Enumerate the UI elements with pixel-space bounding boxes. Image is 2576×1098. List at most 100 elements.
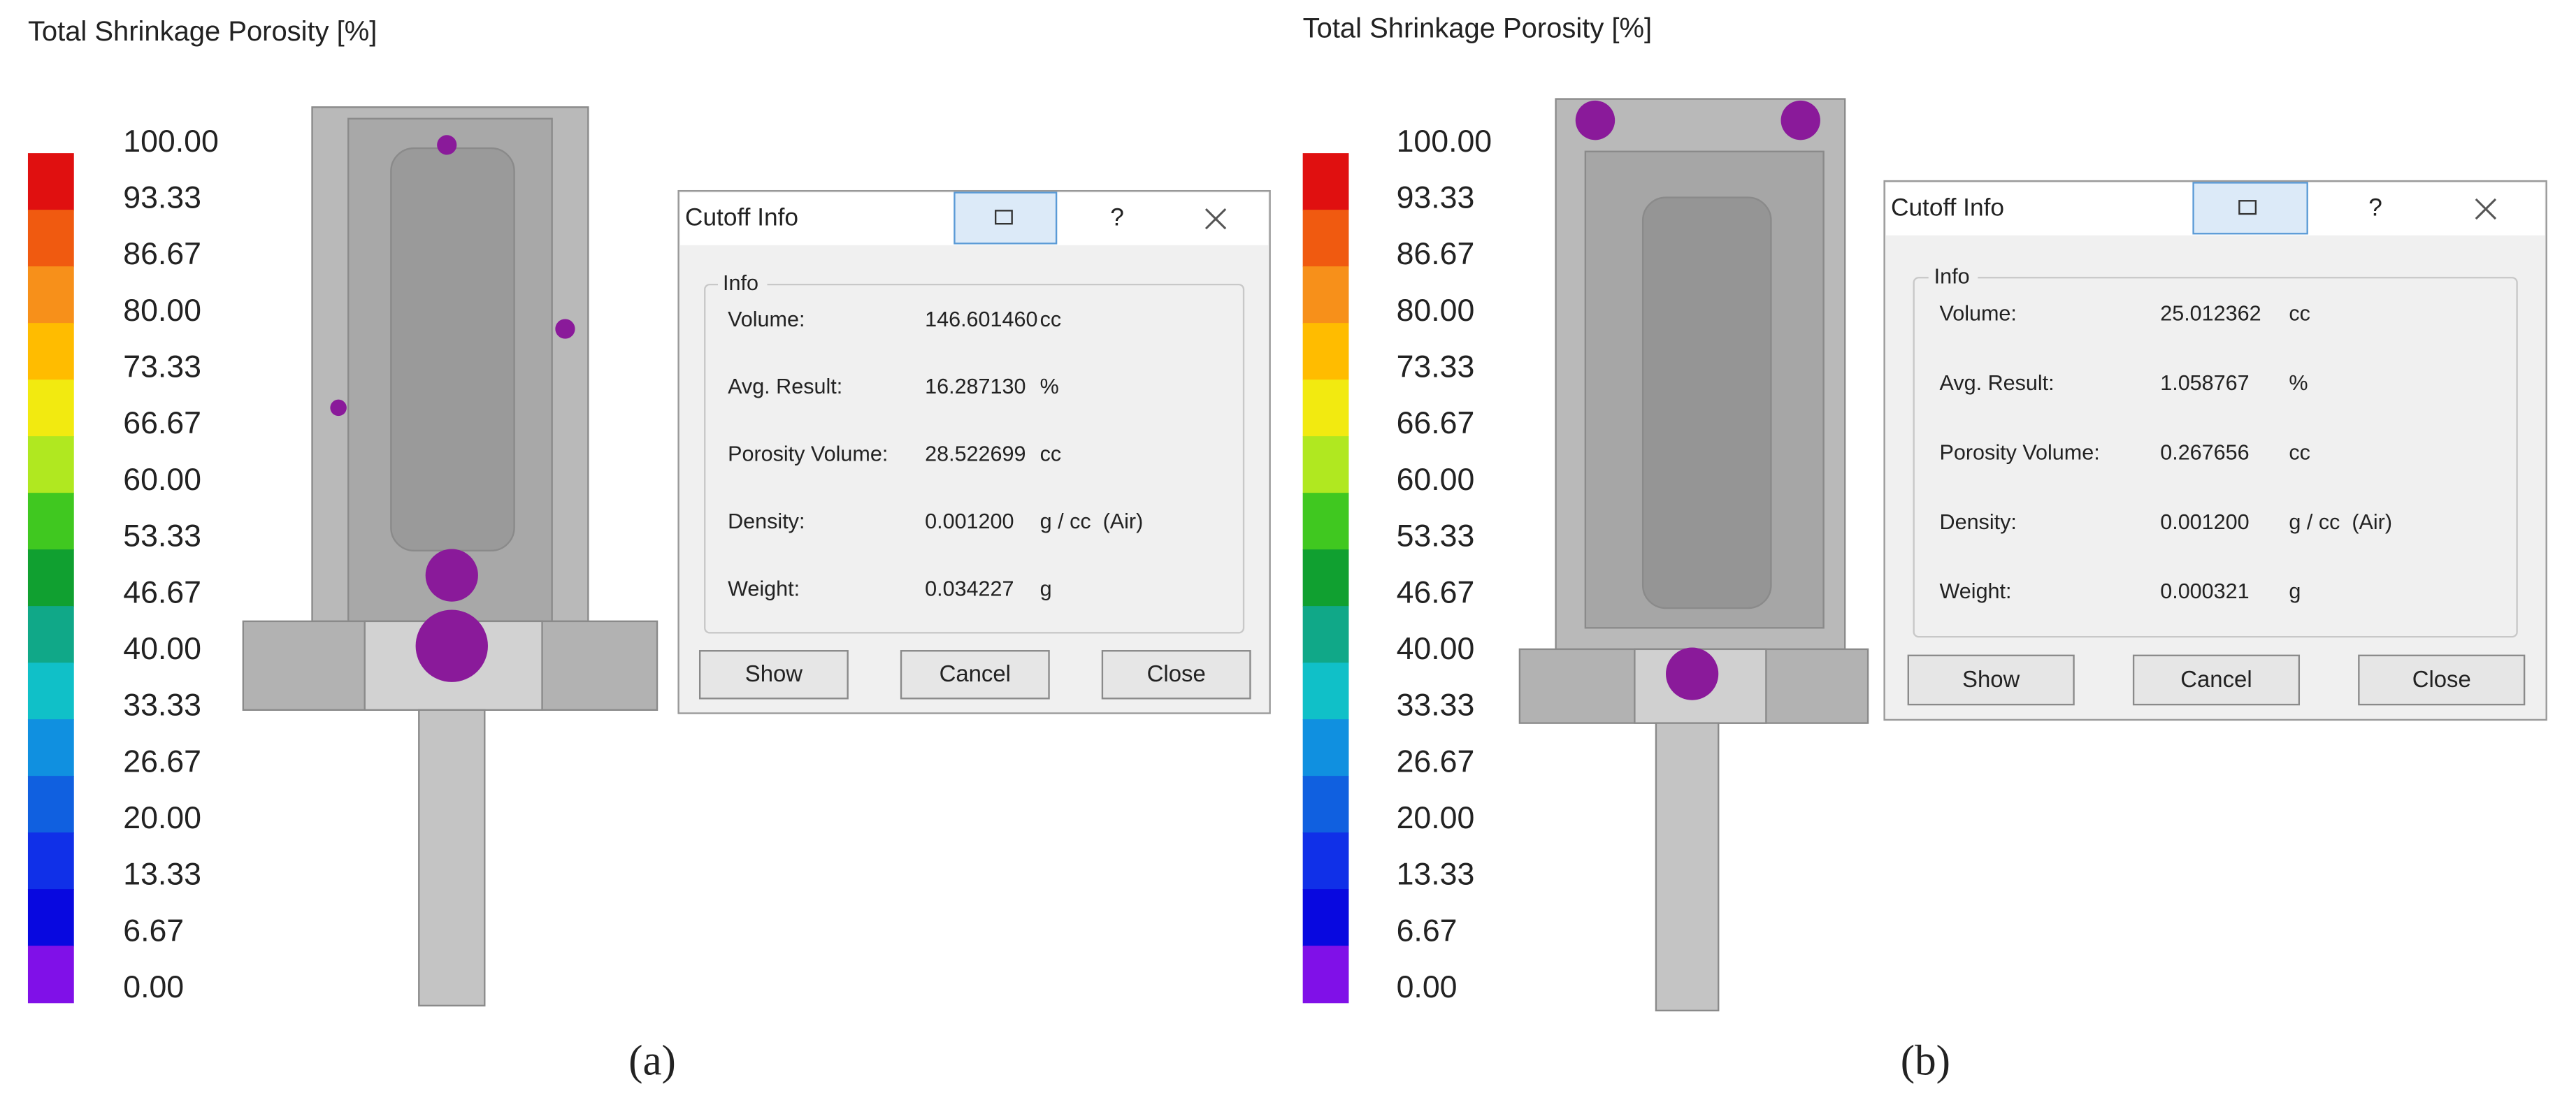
pin-button[interactable]: [954, 192, 1058, 245]
legend-band: [1302, 210, 1349, 268]
row-label: Density:: [1940, 510, 2017, 534]
legend-label: 93.33: [123, 181, 201, 215]
close-icon[interactable]: [2475, 198, 2497, 220]
row-value: 146.601460: [925, 308, 1037, 331]
dialog-button[interactable]: [1101, 650, 1251, 700]
legend-band: [27, 719, 74, 777]
legend-band: [27, 663, 74, 721]
legend-band: [27, 832, 74, 890]
casting-part: [418, 709, 486, 1007]
casting-part: [390, 147, 515, 552]
legend-band: [1302, 549, 1349, 607]
panel-title: Total Shrinkage Porosity [%]: [1303, 13, 1652, 43]
dialog-button[interactable]: [1907, 654, 2075, 706]
legend-label: 33.33: [1397, 688, 1475, 723]
legend-label: 20.00: [123, 801, 201, 835]
dialog-button[interactable]: [698, 650, 849, 700]
row-value: 28.522699: [925, 442, 1026, 466]
porosity-spot: [1780, 100, 1820, 140]
legend-label: 0.00: [123, 970, 184, 1004]
legend-band: [27, 323, 74, 381]
legend-band: [1302, 266, 1349, 324]
porosity-spot: [330, 399, 347, 417]
row-unit: cc: [2289, 440, 2310, 464]
legend-label: 100.00: [123, 124, 219, 159]
dialog-button[interactable]: [2132, 654, 2301, 706]
legend-label: 13.33: [1397, 858, 1475, 892]
dialog-button-label[interactable]: Show: [745, 660, 803, 686]
legend-label: 100.00: [1397, 124, 1492, 159]
group-label-bg: [718, 273, 768, 296]
legend-band: [1302, 776, 1349, 834]
legend-band: [27, 889, 74, 947]
row-label: Porosity Volume:: [728, 442, 888, 466]
legend-band: [1302, 493, 1349, 551]
pin-icon: [2238, 200, 2257, 215]
legend-band: [27, 606, 74, 664]
dialog-button[interactable]: [2358, 654, 2526, 706]
dialog-button-label[interactable]: Show: [1962, 666, 2020, 692]
dialog-button[interactable]: [900, 650, 1050, 700]
caption: (b): [1901, 1037, 1950, 1084]
legend-band: [27, 493, 74, 551]
row-unit: %: [2289, 371, 2308, 395]
row-label: Weight:: [1940, 579, 2012, 603]
legend-label: 86.67: [1397, 237, 1475, 271]
row-unit: %: [1040, 375, 1059, 398]
help-button[interactable]: ?: [2368, 194, 2382, 221]
legend-label: 60.00: [1397, 463, 1475, 497]
legend-band: [27, 153, 74, 211]
info-group: [1913, 277, 2518, 638]
row-label: Volume:: [1940, 302, 2017, 326]
panel-title: Total Shrinkage Porosity [%]: [28, 16, 377, 47]
row-value: 0.001200: [925, 510, 1014, 533]
row-value: 0.001200: [2160, 510, 2249, 534]
row-unit: cc: [1040, 442, 1062, 466]
pin-icon: [995, 210, 1013, 225]
legend-band: [1302, 606, 1349, 664]
row-label: Density:: [728, 510, 805, 533]
dialog-button-label[interactable]: Cancel: [2180, 666, 2252, 692]
row-label: Avg. Result:: [728, 375, 842, 398]
legend-band: [1302, 153, 1349, 211]
group-label: Info: [723, 271, 758, 295]
group-label-bg: [1928, 266, 1978, 289]
legend-label: 60.00: [123, 463, 201, 497]
legend-label: 80.00: [1397, 294, 1475, 328]
dialog-button-label[interactable]: Cancel: [940, 660, 1011, 686]
legend-band: [1302, 832, 1349, 890]
row-unit: g: [2289, 579, 2301, 603]
porosity-spot: [1575, 100, 1616, 140]
help-button[interactable]: ?: [1110, 203, 1124, 231]
legend-label: 66.67: [123, 406, 201, 440]
legend-label: 86.67: [123, 237, 201, 271]
pin-button[interactable]: [2192, 182, 2308, 235]
porosity-spot: [437, 135, 457, 155]
dialog-title: Cutoff Info: [685, 203, 798, 231]
legend-label: 66.67: [1397, 406, 1475, 440]
legend-band: [27, 266, 74, 324]
row-unit: g / cc (Air): [1040, 510, 1144, 533]
dialog-title: Cutoff Info: [1891, 194, 2004, 221]
legend-band: [1302, 663, 1349, 721]
legend-label: 40.00: [1397, 632, 1475, 666]
row-value: 1.058767: [2160, 371, 2249, 395]
legend-label: 26.67: [1397, 744, 1475, 779]
legend-band: [27, 946, 74, 1004]
row-value: 0.267656: [2160, 440, 2249, 464]
legend-band: [27, 436, 74, 494]
legend-label: 46.67: [123, 575, 201, 609]
dialog-button-label[interactable]: Close: [1147, 660, 1206, 686]
legend-band: [27, 380, 74, 438]
row-label: Avg. Result:: [1940, 371, 2055, 395]
legend-band: [27, 210, 74, 268]
dialog-button-label[interactable]: Close: [2412, 666, 2471, 692]
close-icon[interactable]: [1204, 208, 1227, 230]
porosity-spot: [415, 609, 488, 682]
dialog: [677, 189, 1271, 714]
porosity-spot: [1666, 647, 1719, 700]
casting-part: [1655, 722, 1720, 1012]
porosity-spot: [425, 549, 478, 602]
row-label: Weight:: [728, 577, 800, 600]
